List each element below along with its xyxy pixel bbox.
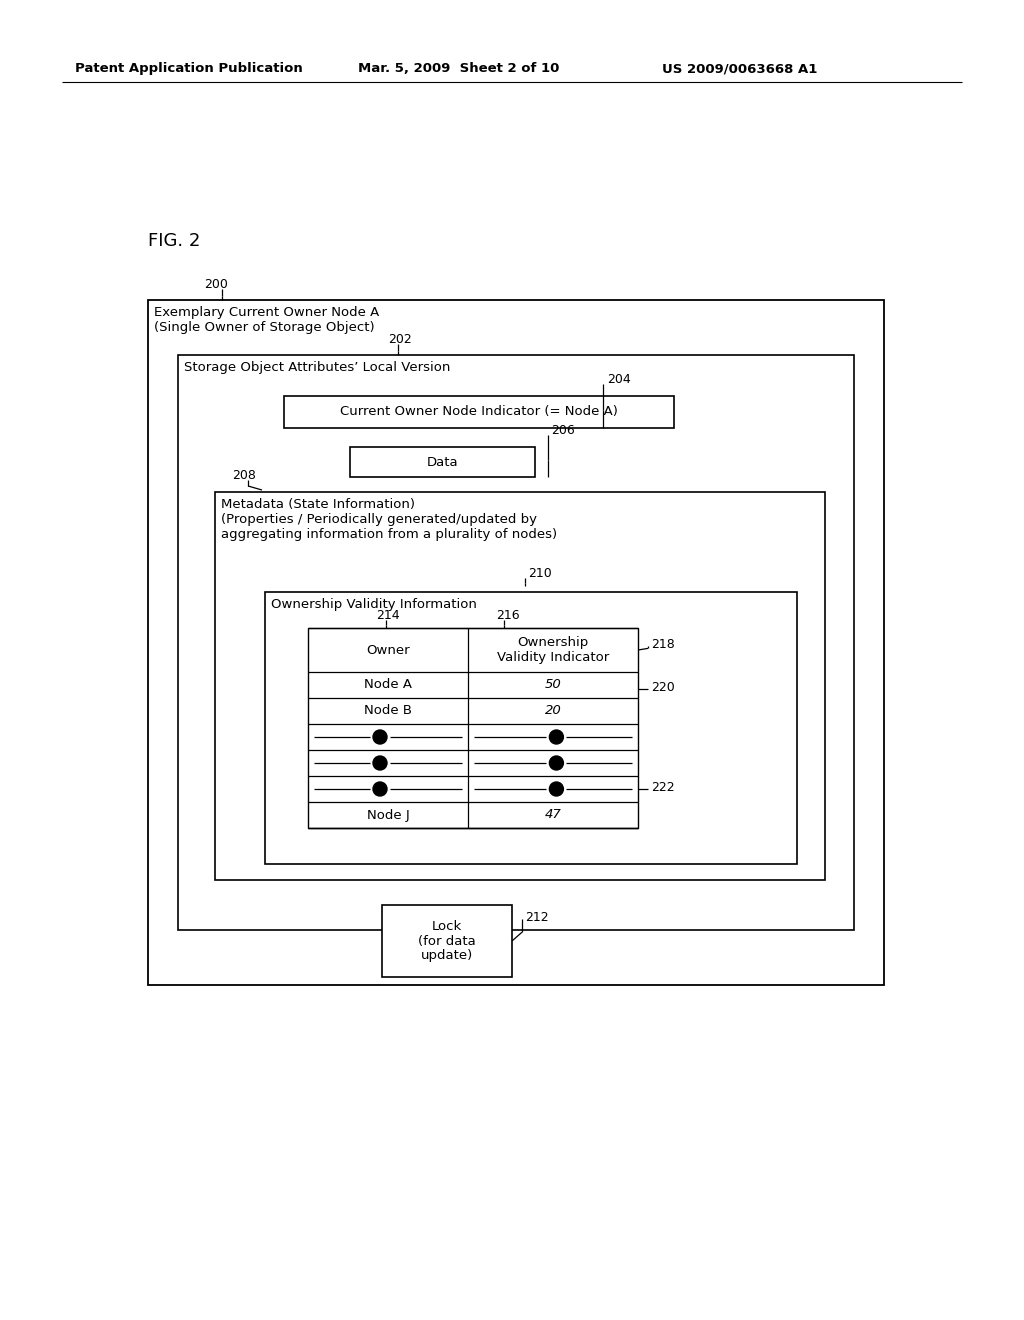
Circle shape bbox=[550, 781, 563, 796]
Text: 204: 204 bbox=[607, 374, 631, 385]
Circle shape bbox=[373, 730, 387, 744]
Text: 222: 222 bbox=[651, 781, 675, 795]
Text: US 2009/0063668 A1: US 2009/0063668 A1 bbox=[662, 62, 817, 75]
Text: Data: Data bbox=[427, 455, 459, 469]
Text: Metadata (State Information)
(Properties / Periodically generated/updated by
agg: Metadata (State Information) (Properties… bbox=[221, 498, 557, 541]
Text: 208: 208 bbox=[232, 469, 256, 482]
Bar bbox=[350, 447, 535, 477]
Text: Patent Application Publication: Patent Application Publication bbox=[75, 62, 303, 75]
Circle shape bbox=[373, 756, 387, 770]
Text: Exemplary Current Owner Node A
(Single Owner of Storage Object): Exemplary Current Owner Node A (Single O… bbox=[154, 306, 379, 334]
Bar bbox=[148, 300, 884, 985]
Text: Ownership
Validity Indicator: Ownership Validity Indicator bbox=[497, 636, 609, 664]
Text: FIG. 2: FIG. 2 bbox=[148, 232, 201, 249]
Text: 210: 210 bbox=[528, 568, 552, 579]
Text: Owner: Owner bbox=[367, 644, 410, 656]
Text: Node B: Node B bbox=[364, 705, 412, 718]
Text: Node J: Node J bbox=[367, 808, 410, 821]
Text: 47: 47 bbox=[545, 808, 561, 821]
Text: Current Owner Node Indicator (= Node A): Current Owner Node Indicator (= Node A) bbox=[340, 405, 617, 418]
Text: 206: 206 bbox=[551, 424, 574, 437]
Text: Storage Object Attributes’ Local Version: Storage Object Attributes’ Local Version bbox=[184, 360, 451, 374]
Text: 20: 20 bbox=[545, 705, 561, 718]
Text: Mar. 5, 2009  Sheet 2 of 10: Mar. 5, 2009 Sheet 2 of 10 bbox=[358, 62, 559, 75]
Text: 50: 50 bbox=[545, 678, 561, 692]
Text: 212: 212 bbox=[525, 911, 549, 924]
Bar bbox=[284, 396, 674, 428]
Text: 216: 216 bbox=[496, 609, 519, 622]
Text: Node A: Node A bbox=[364, 678, 412, 692]
Bar bbox=[178, 355, 854, 931]
Text: 218: 218 bbox=[651, 638, 675, 651]
Text: 214: 214 bbox=[376, 609, 399, 622]
Bar bbox=[215, 492, 825, 880]
Bar bbox=[382, 906, 512, 977]
Text: 220: 220 bbox=[651, 681, 675, 694]
Bar bbox=[308, 628, 638, 828]
Text: 202: 202 bbox=[388, 333, 412, 346]
Circle shape bbox=[550, 756, 563, 770]
Text: Ownership Validity Information: Ownership Validity Information bbox=[271, 598, 477, 611]
Text: 200: 200 bbox=[204, 279, 228, 290]
Bar bbox=[265, 591, 797, 865]
Text: Lock
(for data
update): Lock (for data update) bbox=[418, 920, 476, 962]
Circle shape bbox=[373, 781, 387, 796]
Circle shape bbox=[550, 730, 563, 744]
